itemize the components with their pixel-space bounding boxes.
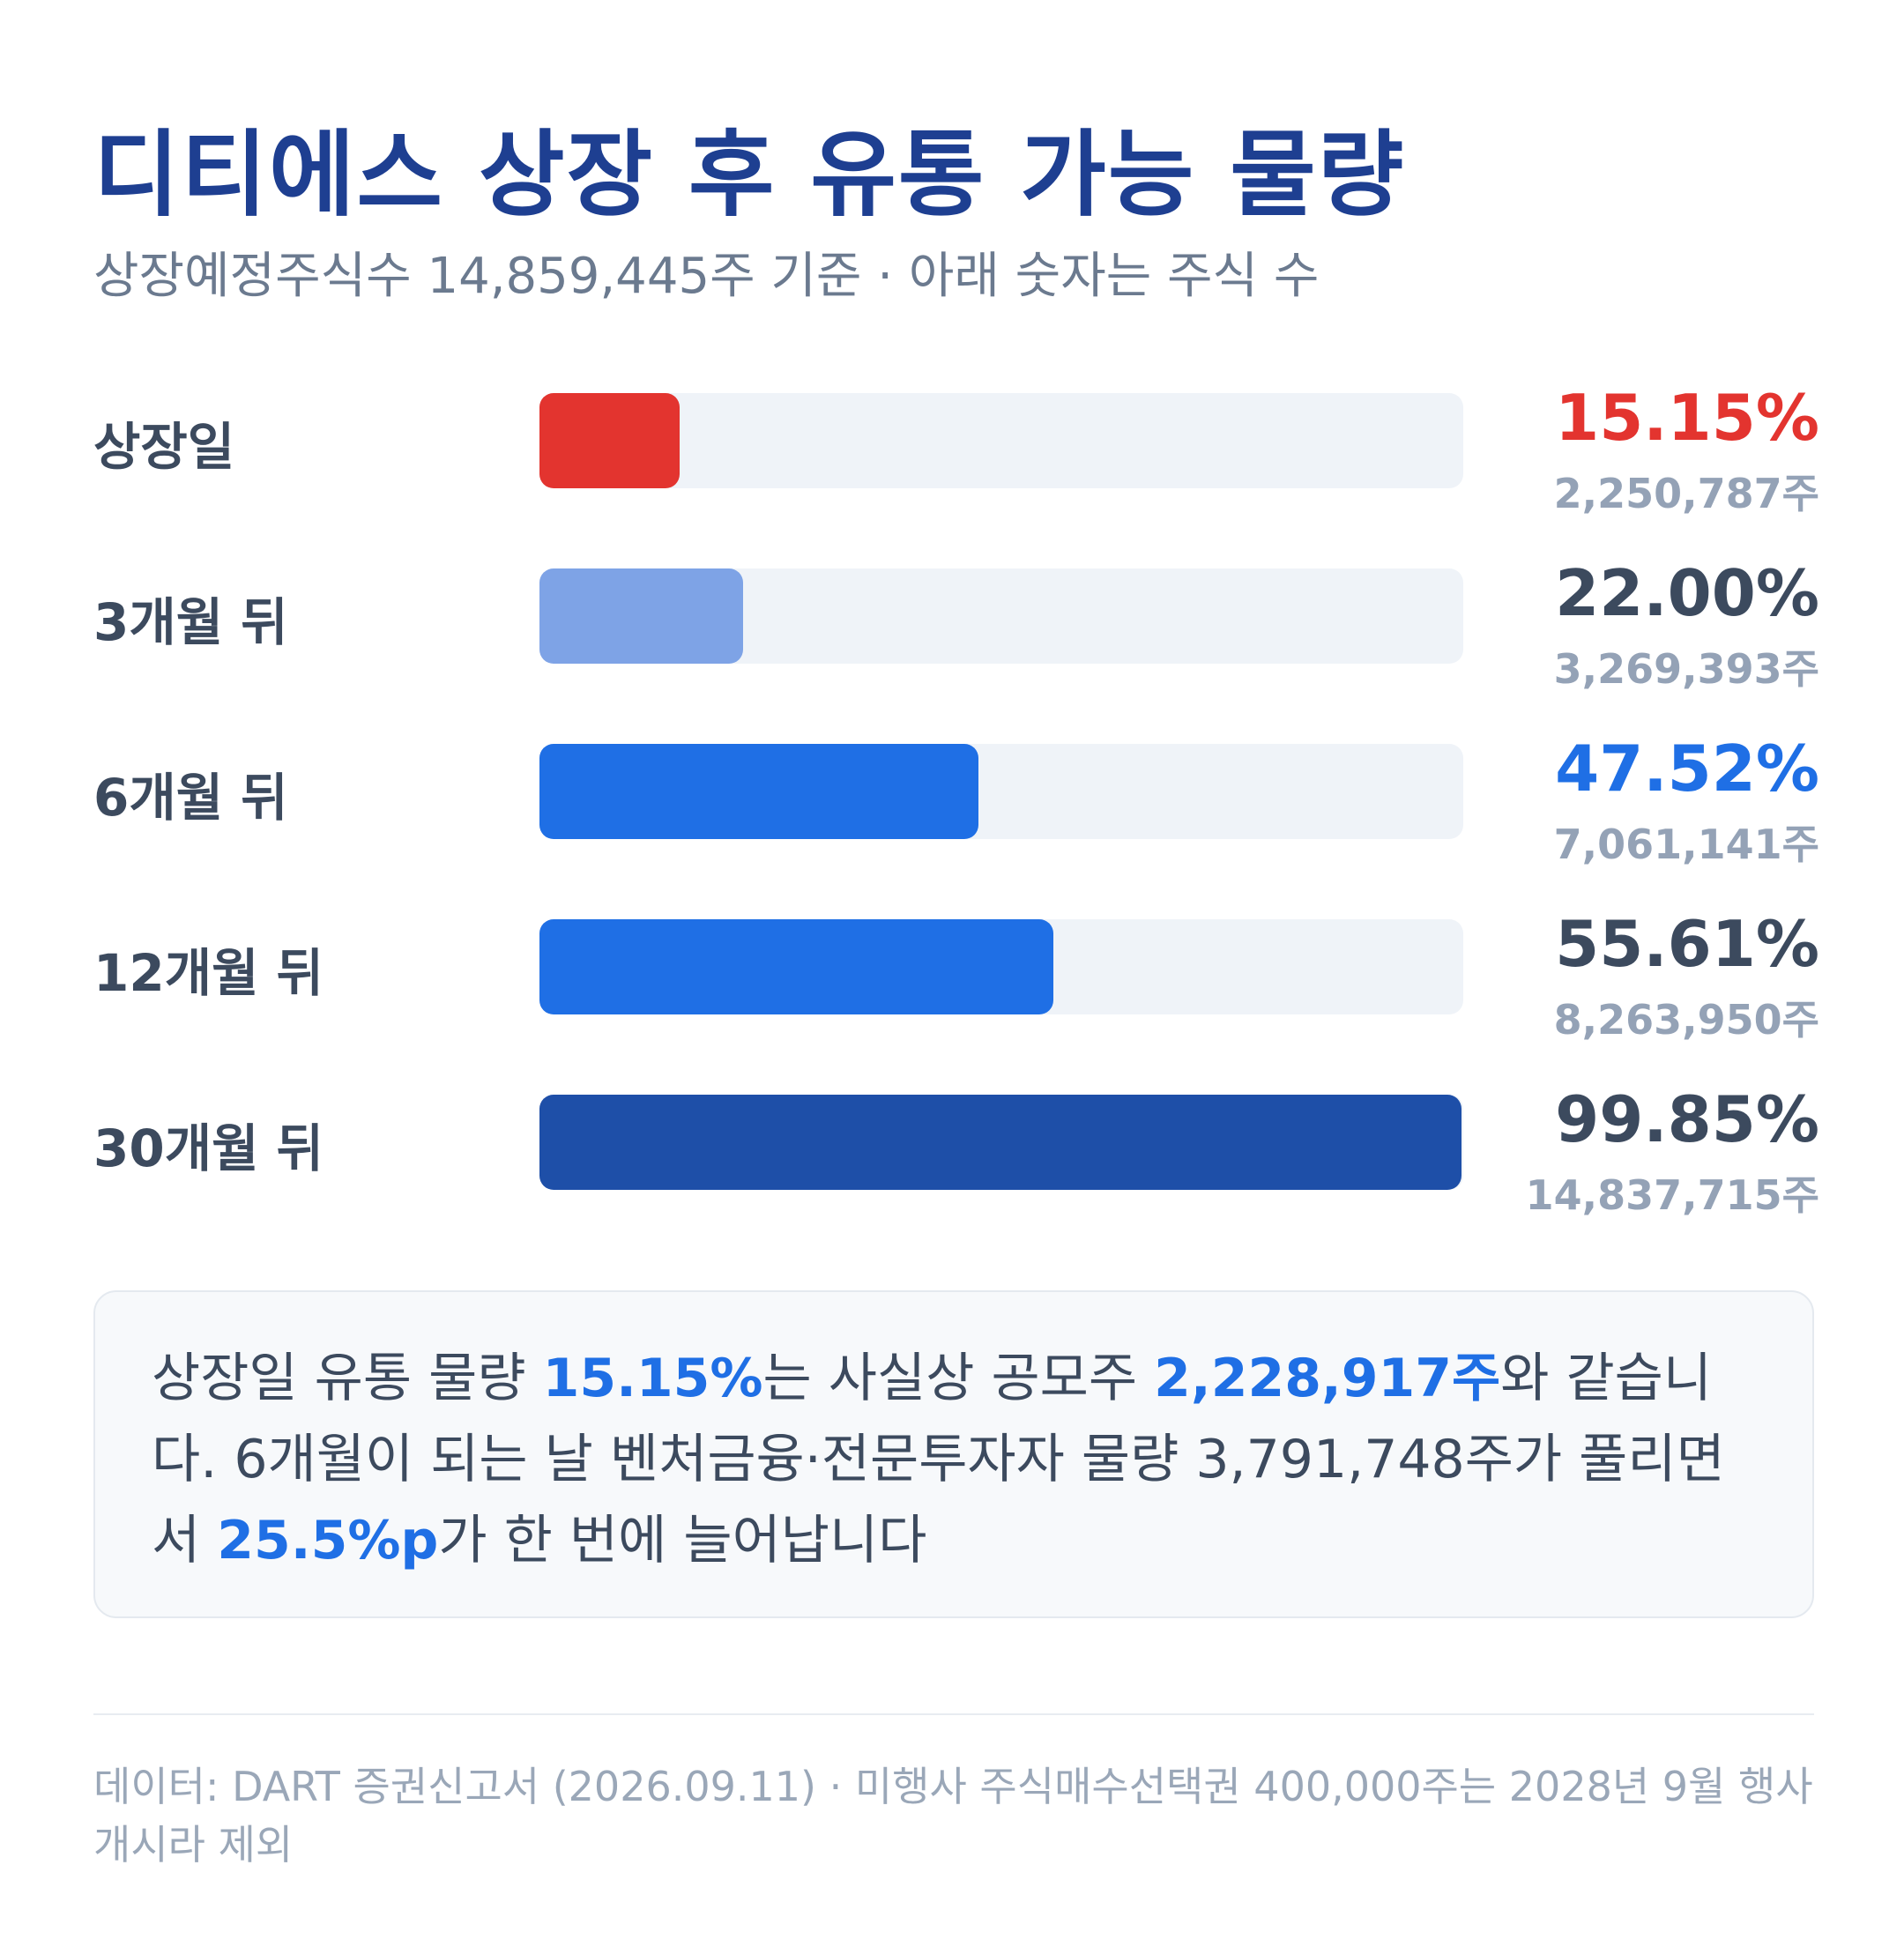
note-highlight-increase: 25.5%p	[217, 1510, 439, 1571]
note-text: 와 같습니다. 6개월이 되는 날 벤처금융·전문투자자 물량 3,791,74…	[152, 1348, 1725, 1571]
bar-label: 30개월 뒤	[93, 1118, 324, 1178]
page-title: 디티에스 상장 후 유통 가능 물량	[93, 121, 1406, 229]
bar-label: 6개월 뒤	[93, 768, 288, 828]
source-note: 데이터: DART 증권신고서 (2026.09.11) · 미행사 주식매수선…	[93, 1763, 1813, 1869]
bar	[539, 393, 680, 488]
bar-track	[539, 393, 1463, 488]
bar-label: 12개월 뒤	[93, 943, 324, 1003]
bar-value-label: 99.85%	[1555, 1082, 1819, 1156]
bar	[539, 1095, 1461, 1190]
bar-value-label: 22.00%	[1555, 556, 1819, 630]
note-highlight-listing-pct: 15.15%	[542, 1348, 763, 1409]
bar-track	[539, 1095, 1463, 1190]
note-text: 상장일 유통 물량	[152, 1348, 543, 1409]
summary-note: 상장일 유통 물량 15.15%는 사실상 공모주 2,228,917주와 같습…	[93, 1290, 1814, 1618]
bar-label: 3개월 뒤	[93, 592, 288, 652]
bar-track	[539, 744, 1463, 839]
bar-shares-label: 3,269,393주	[1553, 645, 1819, 693]
bar-shares-label: 7,061,141주	[1553, 821, 1819, 868]
bar	[539, 919, 1053, 1014]
bar-value-label: 47.52%	[1555, 732, 1819, 806]
bar	[539, 568, 743, 664]
bar	[539, 744, 978, 839]
bar-shares-label: 8,263,950주	[1553, 996, 1819, 1044]
bar-value-label: 15.15%	[1555, 381, 1819, 455]
bar-shares-label: 2,250,787주	[1553, 470, 1819, 517]
bar-track	[539, 568, 1463, 664]
bar-track	[539, 919, 1463, 1014]
note-highlight-ipo-shares: 2,228,917주	[1154, 1348, 1501, 1409]
bar-label: 상장일	[93, 417, 235, 477]
bar-value-label: 55.61%	[1555, 907, 1819, 981]
bar-shares-label: 14,837,715주	[1525, 1171, 1819, 1219]
bar-chart: 상장일 15.15% 2,250,787주 3개월 뒤 22.00% 3,269,393주…	[93, 381, 1819, 1219]
note-text: 가 한 번에 늘어납니다	[438, 1510, 927, 1571]
page-subtitle: 상장예정주식수 14,859,445주 기준 · 아래 숫자는 주식 수	[93, 248, 1320, 305]
divider	[93, 1713, 1814, 1715]
note-text: 는 사실상 공모주	[762, 1348, 1155, 1409]
